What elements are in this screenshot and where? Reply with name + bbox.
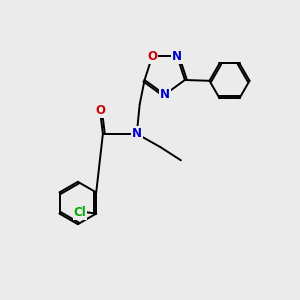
Text: N: N bbox=[132, 127, 142, 140]
Text: O: O bbox=[95, 104, 105, 117]
Text: O: O bbox=[147, 50, 157, 63]
Text: Cl: Cl bbox=[74, 206, 86, 219]
Text: N: N bbox=[160, 88, 170, 101]
Text: N: N bbox=[172, 50, 182, 63]
